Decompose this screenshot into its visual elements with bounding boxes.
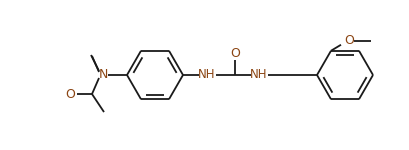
Text: NH: NH bbox=[198, 69, 215, 81]
Text: N: N bbox=[98, 69, 108, 81]
Text: O: O bbox=[229, 48, 239, 60]
Text: O: O bbox=[343, 34, 353, 47]
Text: O: O bbox=[65, 88, 75, 100]
Text: NH: NH bbox=[249, 69, 267, 81]
